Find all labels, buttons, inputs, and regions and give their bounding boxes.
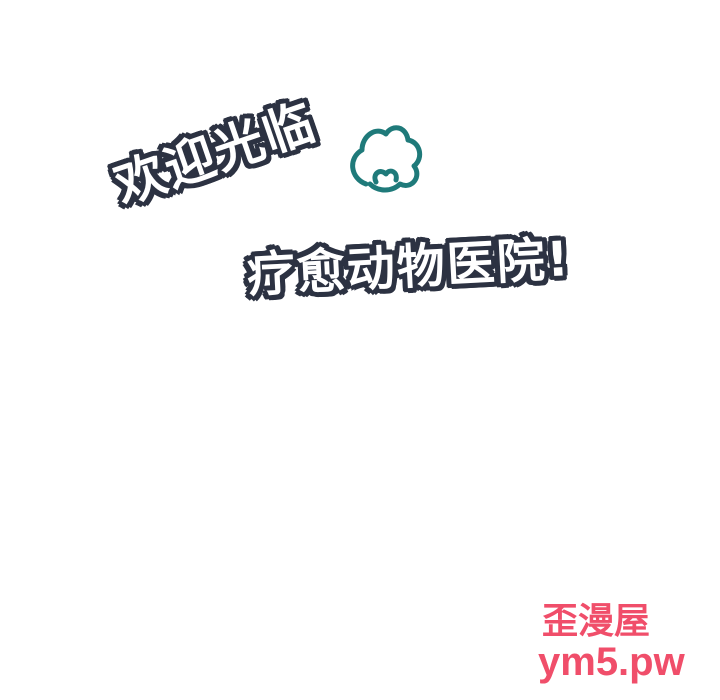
hospital-name-text: 疗愈动物医院! xyxy=(245,231,573,304)
watermark-site-name: 歪漫屋 xyxy=(542,601,651,642)
watermark-url: ym5.pw xyxy=(538,640,685,684)
welcome-text: 欢迎光临 xyxy=(107,92,324,216)
cloud-icon xyxy=(350,125,423,193)
